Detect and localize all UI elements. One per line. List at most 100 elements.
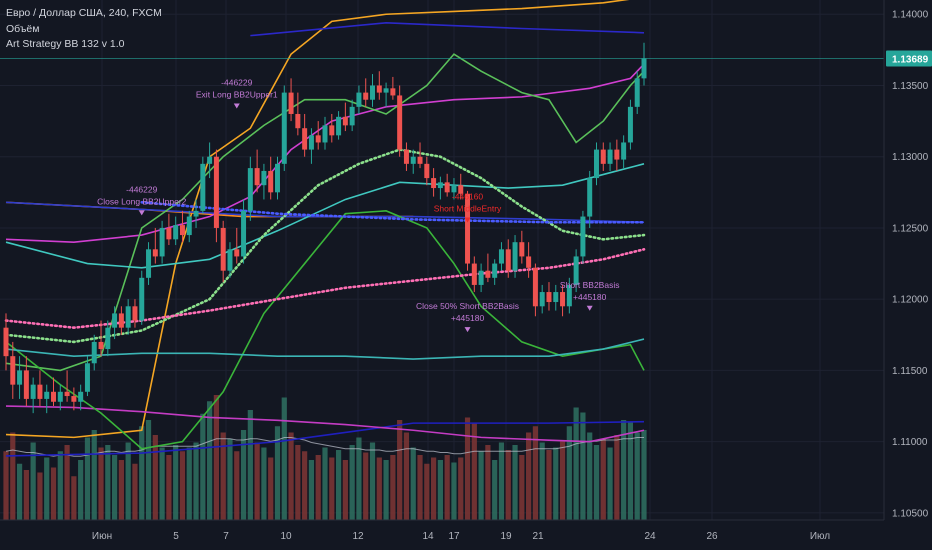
candle	[329, 113, 335, 143]
time-axis-background	[0, 520, 932, 550]
signal-arrow-icon	[464, 327, 471, 333]
candle-body	[98, 341, 104, 350]
candle-body	[118, 313, 124, 328]
y-tick-label: 1.13000	[892, 152, 929, 163]
volume-bar	[186, 447, 192, 520]
candle-body	[281, 92, 287, 164]
candle	[241, 199, 247, 264]
candle-body	[234, 249, 240, 257]
volume-bar	[315, 455, 321, 520]
candle-body	[397, 95, 403, 150]
volume-bar	[23, 470, 29, 520]
candle-body	[146, 249, 152, 278]
candle	[84, 356, 90, 397]
band-line	[250, 21, 645, 37]
candle-body	[288, 92, 294, 114]
candle-body	[37, 384, 43, 399]
candle	[179, 210, 185, 243]
candle-body	[315, 135, 321, 143]
symbol-title[interactable]: Евро / Доллар США, 240, FXCM	[6, 7, 162, 19]
candle	[478, 263, 484, 293]
candle	[600, 142, 606, 171]
candle-body	[105, 327, 111, 350]
volume-bar	[464, 417, 471, 520]
candle-body	[274, 163, 280, 193]
volume-bar	[546, 450, 552, 520]
candle	[451, 178, 457, 200]
volume-bar	[573, 407, 579, 520]
volume-bar	[505, 450, 511, 520]
candle-body	[627, 106, 633, 143]
signal-arrow-icon	[138, 210, 145, 216]
candle	[437, 176, 443, 200]
candle	[539, 284, 545, 314]
volume-bar	[627, 422, 634, 520]
volume-bar	[268, 457, 274, 520]
volume-bar	[614, 435, 620, 520]
candle-body	[553, 292, 559, 303]
candle	[274, 156, 280, 200]
y-tick-label: 1.10500	[892, 508, 929, 519]
volume-bar	[478, 451, 484, 520]
candle	[498, 242, 504, 271]
volume-bar	[288, 432, 294, 520]
volume-bar	[44, 457, 50, 520]
candle-body	[437, 182, 443, 189]
volume-bar	[559, 440, 566, 520]
strategy-indicator-label[interactable]: Art Strategy BB 132 v 1.0	[6, 38, 125, 50]
x-tick-label: 21	[532, 531, 544, 542]
candle	[621, 135, 627, 169]
candle-body	[614, 149, 620, 160]
volume-bar	[78, 460, 84, 520]
candle-body	[84, 363, 90, 392]
candle-body	[573, 256, 579, 285]
candle	[139, 270, 145, 325]
volume-bar	[349, 445, 355, 520]
candle	[64, 370, 70, 402]
x-tick-label: 5	[173, 531, 179, 542]
candle-body	[241, 210, 247, 257]
volume-bar	[302, 451, 308, 520]
candle	[634, 71, 640, 114]
candle	[553, 284, 559, 311]
candle-body	[186, 216, 192, 236]
x-tick-label: 10	[280, 531, 292, 542]
band-line	[5, 163, 645, 269]
candle-body	[125, 306, 131, 328]
volume-bar	[526, 432, 532, 520]
candle	[560, 284, 566, 317]
y-tick-label: 1.13500	[892, 81, 929, 92]
candle-body	[593, 149, 599, 179]
candle	[71, 387, 77, 411]
volume-bar	[227, 438, 233, 520]
candle-body	[3, 327, 9, 357]
candle-body	[560, 292, 566, 307]
candle-body	[64, 391, 70, 397]
candle	[336, 111, 342, 140]
candle-body	[403, 149, 409, 164]
volume-bar	[335, 450, 342, 520]
candle	[573, 249, 579, 293]
volume-bar	[519, 455, 525, 520]
candle-body	[44, 391, 50, 399]
candle-body	[295, 113, 301, 129]
candle	[207, 142, 213, 179]
trade-annotation: Close 50% Short BB2Basis +445180	[416, 301, 519, 333]
x-tick-label: 17	[448, 531, 460, 542]
volume-bar	[71, 476, 77, 520]
candle	[227, 242, 233, 278]
volume-indicator-label[interactable]: Объём	[6, 22, 40, 35]
candle	[186, 210, 192, 243]
candle	[505, 239, 511, 278]
candle-body	[254, 168, 260, 186]
candle-body	[227, 249, 233, 271]
candle	[431, 168, 437, 197]
candle	[383, 82, 389, 107]
candle-body	[376, 85, 382, 93]
candle	[166, 213, 172, 246]
candle	[125, 299, 131, 335]
volume-bar	[166, 455, 172, 520]
candle	[30, 377, 36, 414]
volume-bar	[553, 447, 559, 520]
